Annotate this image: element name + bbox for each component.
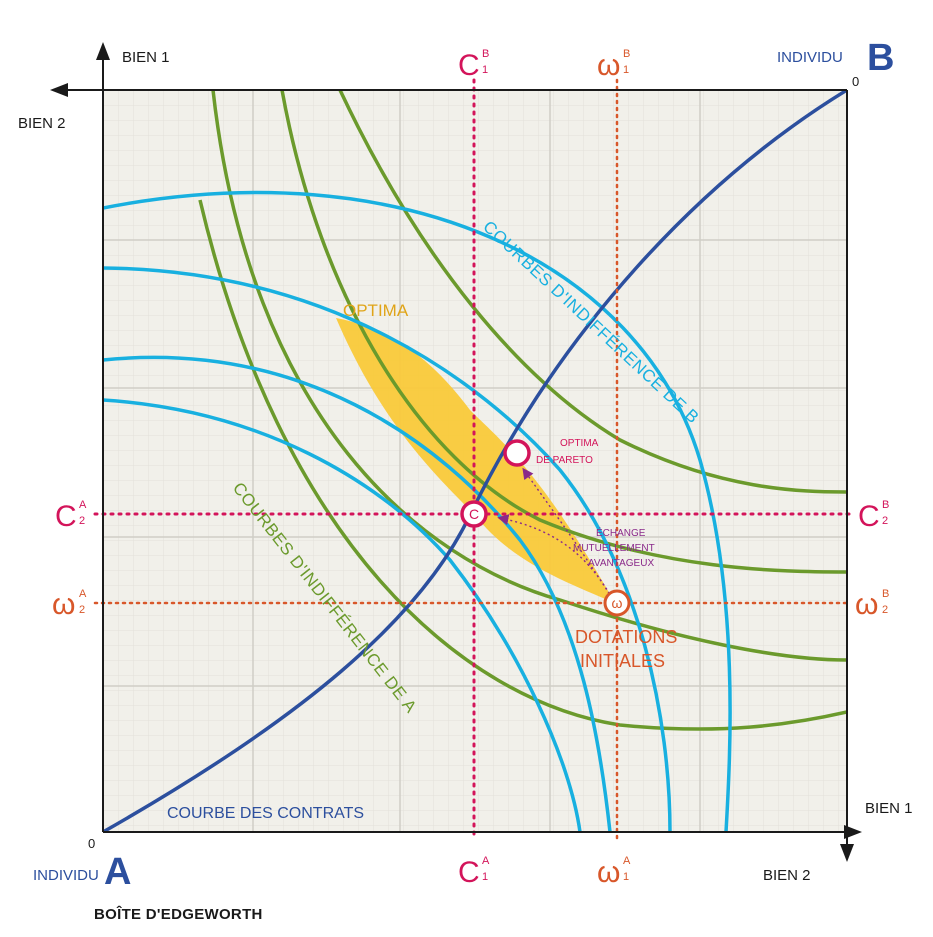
diagram-title: BOÎTE D'EDGEWORTH [94,905,263,923]
individual-b-prefix: INDIVIDU [777,49,843,66]
indiff-b-curve-2 [103,266,672,832]
svg-text:B: B [482,48,489,60]
marker-c2a: C A 2 [55,499,87,533]
svg-text:1: 1 [482,871,488,883]
axis-a-bien1: BIEN 1 [122,49,170,66]
individual-a-letter: A [104,851,131,893]
svg-text:ω: ω [597,856,620,889]
svg-text:B: B [882,588,889,600]
individual-a-prefix: INDIVIDU [33,867,99,884]
label-exchange-1: ÉCHANGE [596,526,646,539]
label-endow-2: INITIALES [580,651,665,671]
indiff-b-curve-1 [103,190,732,832]
svg-text:B: B [882,499,889,511]
axes-a [102,50,850,833]
point-w: ω [603,589,631,617]
svg-text:1: 1 [482,64,488,76]
arrow-right-icon [844,825,862,839]
marker-w2a: ω A 2 [52,588,87,621]
point-c-label: C [469,506,479,522]
exchange-arrows [497,467,613,599]
label-exchange-3: AVANTAGEUX [588,558,654,569]
axis-b-bien2-left: BIEN 2 [18,115,66,132]
svg-text:2: 2 [79,604,85,616]
svg-text:A: A [482,855,490,867]
svg-text:C: C [858,500,880,533]
marker-c1b: C B 1 [458,48,489,82]
svg-text:1: 1 [623,871,629,883]
indiff-a-curve-3 [338,90,847,494]
point-c: C [460,500,488,528]
svg-text:2: 2 [882,515,888,527]
individual-b-letter: B [867,37,894,79]
w-reference-lines [93,78,852,842]
svg-text:C: C [458,49,480,82]
label-optima: OPTIMA [343,301,409,320]
marker-c2b: C B 2 [858,499,889,533]
marker-w2b: ω B 2 [855,588,889,621]
axis-b-bien1: BIEN 1 [865,800,913,817]
label-pareto-1: OPTIMA [560,438,599,449]
pareto-point [503,439,531,467]
origin-a: 0 [88,836,95,851]
svg-text:C: C [458,856,480,889]
axis-bien2-bottom: BIEN 2 [763,867,811,884]
point-w-label: ω [612,595,623,611]
svg-text:1: 1 [623,64,629,76]
svg-text:A: A [79,499,87,511]
svg-text:ω: ω [855,588,878,621]
origin-b: 0 [852,74,859,89]
label-contract-curve: COURBE DES CONTRATS [167,805,364,822]
svg-text:ω: ω [52,588,75,621]
axes-b [60,89,848,850]
svg-text:A: A [79,588,87,600]
svg-text:C: C [55,500,77,533]
indiff-b-curve-4 [103,398,582,832]
svg-text:2: 2 [79,515,85,527]
axis-arrowheads [50,42,862,862]
svg-text:ω: ω [597,49,620,82]
marker-c1a: C A 1 [458,855,490,889]
indiff-a-curve-4 [198,199,847,731]
marker-w1b: ω B 1 [597,48,630,82]
label-pareto-2: DE PARETO [536,455,593,466]
svg-text:2: 2 [882,604,888,616]
indifference-curves-a [198,90,847,731]
label-endow-1: DOTATIONS [575,627,677,647]
arrow-down-icon [840,844,854,862]
optima-region [336,318,615,603]
arrow-left-icon [50,83,68,97]
svg-text:B: B [623,48,630,60]
label-exchange-2: MUTUELLEMENT [573,543,655,554]
marker-w1a: ω A 1 [597,855,631,889]
svg-text:A: A [623,855,631,867]
indiff-a-curve-1 [211,90,847,662]
indiff-a-curve-2 [280,90,847,574]
arrow-up-icon [96,42,110,60]
